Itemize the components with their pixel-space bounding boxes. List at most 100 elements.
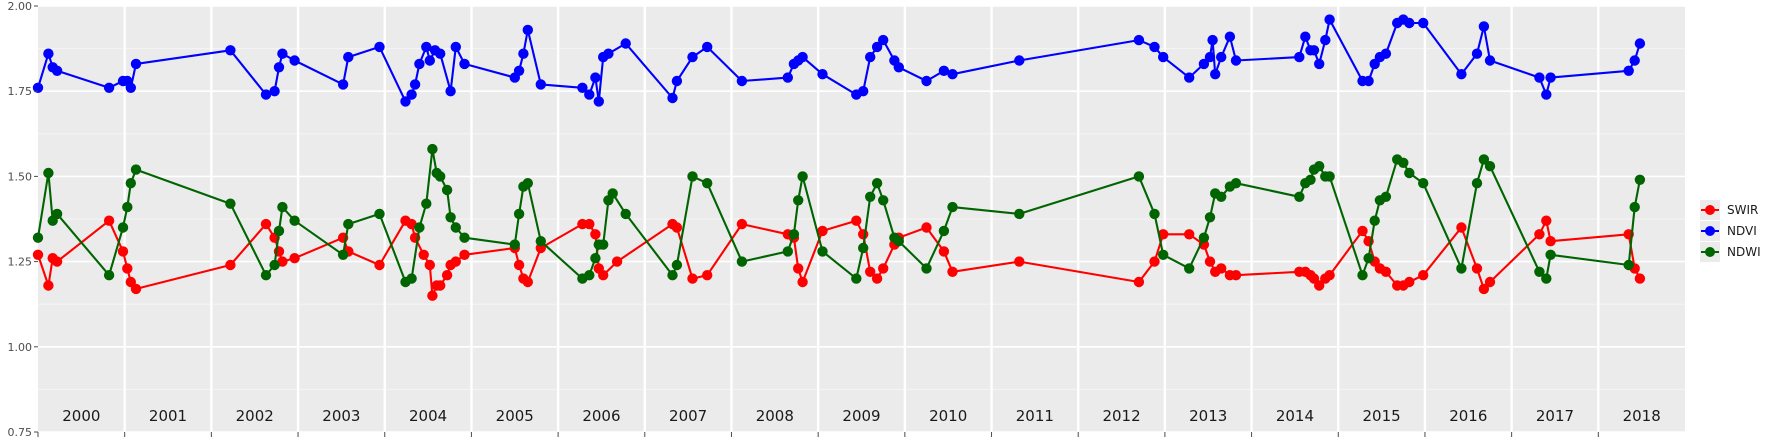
year-label: 2013: [1189, 407, 1227, 425]
data-point-ndvi: [1545, 72, 1556, 83]
data-point-ndwi: [513, 208, 525, 220]
data-point-ndwi: [1478, 154, 1490, 165]
data-point-ndvi: [858, 86, 869, 97]
data-point-swir: [1534, 229, 1545, 240]
data-point-ndvi: [130, 58, 142, 70]
data-point-ndvi: [1207, 34, 1218, 46]
data-point-ndvi: [1456, 69, 1467, 80]
data-point-ndvi: [1541, 89, 1552, 100]
legend-item-swir: SWIR: [1700, 200, 1758, 220]
y-tick-label: 1.00: [8, 341, 33, 354]
year-label: 2014: [1276, 407, 1314, 425]
data-point-swir: [441, 270, 453, 281]
data-point-swir: [1478, 283, 1490, 295]
data-point-ndwi: [1357, 270, 1368, 281]
data-point-ndvi: [1149, 41, 1160, 53]
data-point-swir: [590, 229, 601, 240]
year-label: 2008: [756, 407, 794, 425]
data-point-ndvi: [590, 72, 601, 83]
y-tick-label: 1.75: [8, 85, 33, 98]
data-point-ndvi: [43, 48, 54, 59]
data-point-swir: [1404, 276, 1415, 288]
data-point-swir: [702, 270, 713, 281]
data-point-ndwi: [117, 222, 129, 233]
data-point-ndwi: [865, 191, 876, 202]
legend: SWIR NDVI NDWI: [1700, 200, 1761, 262]
data-point-ndvi: [51, 65, 63, 77]
data-point-swir: [424, 259, 435, 271]
data-point-ndwi: [450, 222, 461, 233]
year-label: 2009: [842, 407, 880, 425]
data-point-swir: [1204, 256, 1216, 267]
data-point-ndwi: [1294, 191, 1305, 202]
y-tick-label: 0.75: [8, 426, 33, 439]
data-point-ndvi: [1133, 34, 1145, 46]
data-point-swir: [103, 215, 115, 226]
data-point-ndvi: [584, 89, 595, 100]
data-point-ndwi: [1541, 273, 1552, 284]
data-point-swir: [406, 218, 417, 230]
data-point-ndvi: [671, 75, 683, 87]
data-point-ndwi: [441, 184, 453, 196]
data-point-ndvi: [450, 41, 461, 53]
series-ndwi: [32, 143, 1646, 288]
data-point-ndwi: [921, 263, 932, 274]
data-point-ndwi: [273, 225, 285, 237]
data-point-swir: [418, 249, 429, 260]
data-point-ndwi: [702, 178, 713, 189]
data-point-ndvi: [125, 82, 136, 94]
data-point-ndwi: [435, 171, 446, 182]
data-point-swir: [851, 215, 862, 226]
data-point-ndwi: [103, 270, 115, 281]
data-point-ndwi: [858, 242, 869, 254]
data-point-ndvi: [406, 89, 417, 100]
legend-key-point: [1705, 247, 1715, 257]
data-point-ndwi: [427, 143, 438, 155]
year-label: 2002: [236, 407, 274, 425]
data-point-swir: [1541, 215, 1552, 226]
data-point-ndwi: [797, 171, 808, 182]
data-point-ndvi: [593, 96, 604, 107]
data-point-swir: [797, 276, 808, 288]
data-point-ndvi: [878, 34, 889, 46]
data-point-ndwi: [687, 171, 698, 182]
data-point-swir: [1456, 222, 1467, 233]
legend-label-ndvi: NDVI: [1727, 224, 1757, 238]
data-point-ndwi: [1198, 232, 1210, 243]
data-point-ndwi: [125, 178, 136, 189]
data-point-ndwi: [122, 201, 133, 213]
data-point-ndwi: [851, 273, 862, 284]
data-point-swir: [938, 246, 950, 257]
data-point-swir: [32, 249, 44, 260]
data-point-ndvi: [865, 51, 876, 63]
data-point-swir: [289, 253, 300, 264]
data-point-ndvi: [1210, 69, 1221, 80]
data-point-ndvi: [435, 48, 446, 59]
data-point-ndvi: [1294, 51, 1305, 63]
data-point-swir: [51, 256, 63, 267]
data-point-ndwi: [1184, 263, 1195, 274]
data-point-swir: [374, 259, 385, 271]
data-point-ndwi: [938, 225, 950, 237]
data-point-ndwi: [671, 259, 683, 271]
data-point-ndvi: [871, 41, 883, 53]
data-point-ndvi: [1320, 34, 1331, 46]
data-point-swir: [611, 256, 623, 267]
legend-item-ndwi: NDWI: [1700, 242, 1761, 262]
data-point-swir: [878, 263, 889, 274]
data-point-ndwi: [788, 229, 800, 240]
data-point-ndwi: [1363, 253, 1374, 264]
data-point-ndvi: [1204, 51, 1216, 63]
data-point-swir: [1380, 266, 1392, 277]
data-point-ndvi: [1184, 72, 1195, 83]
data-point-swir: [1357, 225, 1368, 237]
data-point-swir: [793, 263, 804, 274]
data-point-ndwi: [289, 215, 300, 226]
data-point-ndwi: [1545, 249, 1556, 260]
data-point-ndvi: [337, 79, 349, 90]
data-point-swir: [435, 280, 446, 291]
data-point-ndwi: [620, 208, 631, 220]
data-point-swir: [1324, 270, 1335, 281]
data-point-ndwi: [1484, 161, 1496, 172]
